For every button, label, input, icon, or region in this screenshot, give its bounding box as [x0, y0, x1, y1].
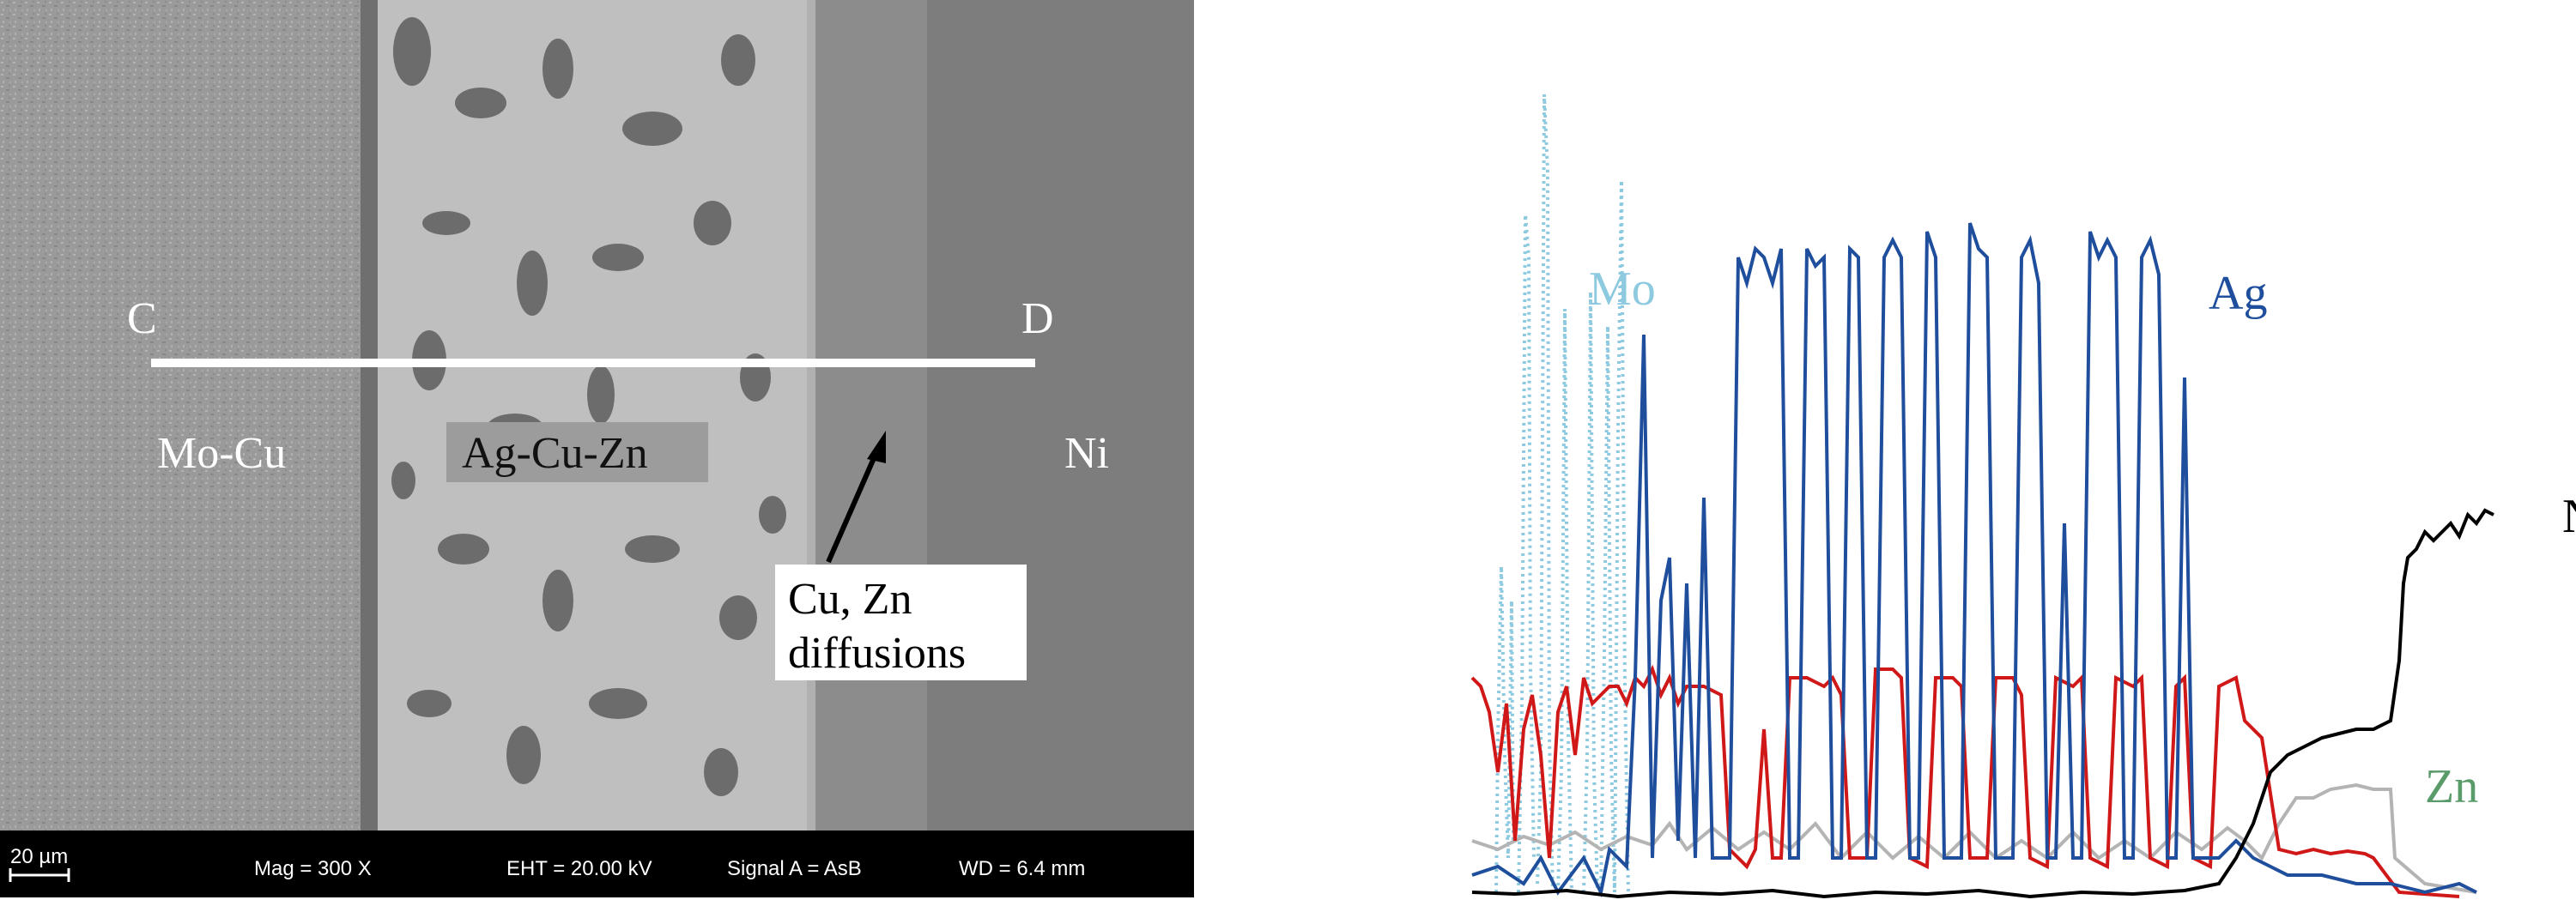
annotation-line-2: diffusions: [788, 629, 966, 678]
mo-trace: [1494, 94, 1630, 893]
diffusion-zone: [807, 0, 927, 830]
sem-info-bar: [0, 830, 1194, 897]
wd-label: WD = 6.4 mm: [959, 857, 1085, 880]
label-point-d: D: [1021, 294, 1054, 343]
signal-label: Signal A = AsB: [727, 857, 862, 880]
label-ag: Ag: [2209, 267, 2267, 320]
annotation-line-1: Cu, Zn: [788, 575, 912, 624]
line-profile-panel: Mo Ag Ni Cu Zn: [1365, 0, 2576, 902]
sem-micrograph: C D Mo-Cu Ag-Cu-Zn Ni Cu, Zn diffusions …: [0, 0, 1194, 897]
eht-label: EHT = 20.00 kV: [506, 857, 652, 880]
sem-micrograph-panel: C D Mo-Cu Ag-Cu-Zn Ni Cu, Zn diffusions …: [0, 0, 1194, 902]
ni-trace: [1471, 508, 2494, 899]
label-mo: Mo: [1589, 263, 1656, 316]
label-ni-sem: Ni: [1064, 429, 1109, 478]
arrow-head-icon: [867, 431, 886, 463]
label-mo-cu: Mo-Cu: [157, 429, 286, 478]
label-ag-cu-zn: Ag-Cu-Zn: [462, 429, 648, 478]
label-ni: Ni: [2562, 490, 2576, 543]
ag-trace: [1471, 222, 2477, 898]
label-point-c: C: [127, 294, 157, 343]
label-zn: Zn: [2425, 760, 2478, 813]
line-profile: Mo Ag Ni Cu Zn: [1365, 94, 2576, 899]
annotation-box: [775, 565, 1027, 680]
scale-bar-label: 20 µm: [10, 845, 68, 868]
annotation-arrow: [826, 449, 880, 564]
mo-cu-region: [0, 0, 361, 830]
ni-region: [927, 0, 1194, 830]
mag-label: Mag = 300 X: [254, 857, 372, 880]
